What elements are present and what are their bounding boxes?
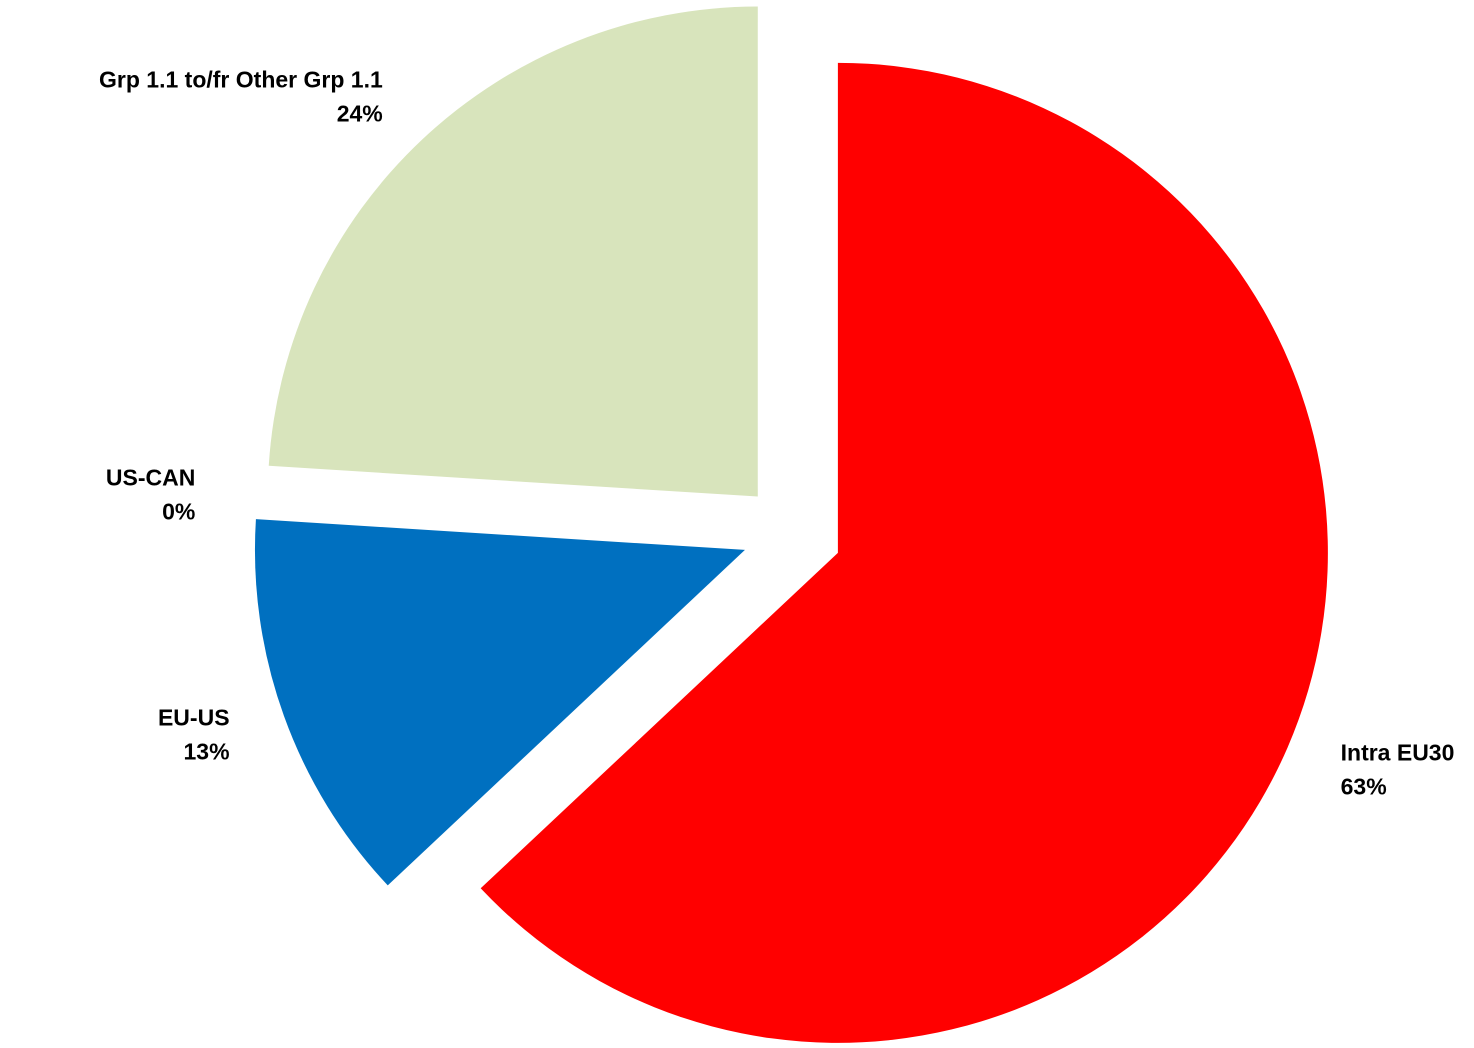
slice-value-label: 0% [162,499,195,525]
pie-slice [254,519,745,886]
slice-label: Intra EU30 [1341,739,1455,765]
slice-value-label: 63% [1341,773,1387,799]
slice-value-label: 13% [183,739,229,765]
slice-label: Grp 1.1 to/fr Other Grp 1.1 [99,66,383,92]
pie-slice [480,62,1328,1043]
slice-value-label: 24% [337,100,383,126]
pie-slice [268,6,758,497]
slice-label: US-CAN [106,465,195,491]
slice-label: EU-US [158,705,230,731]
